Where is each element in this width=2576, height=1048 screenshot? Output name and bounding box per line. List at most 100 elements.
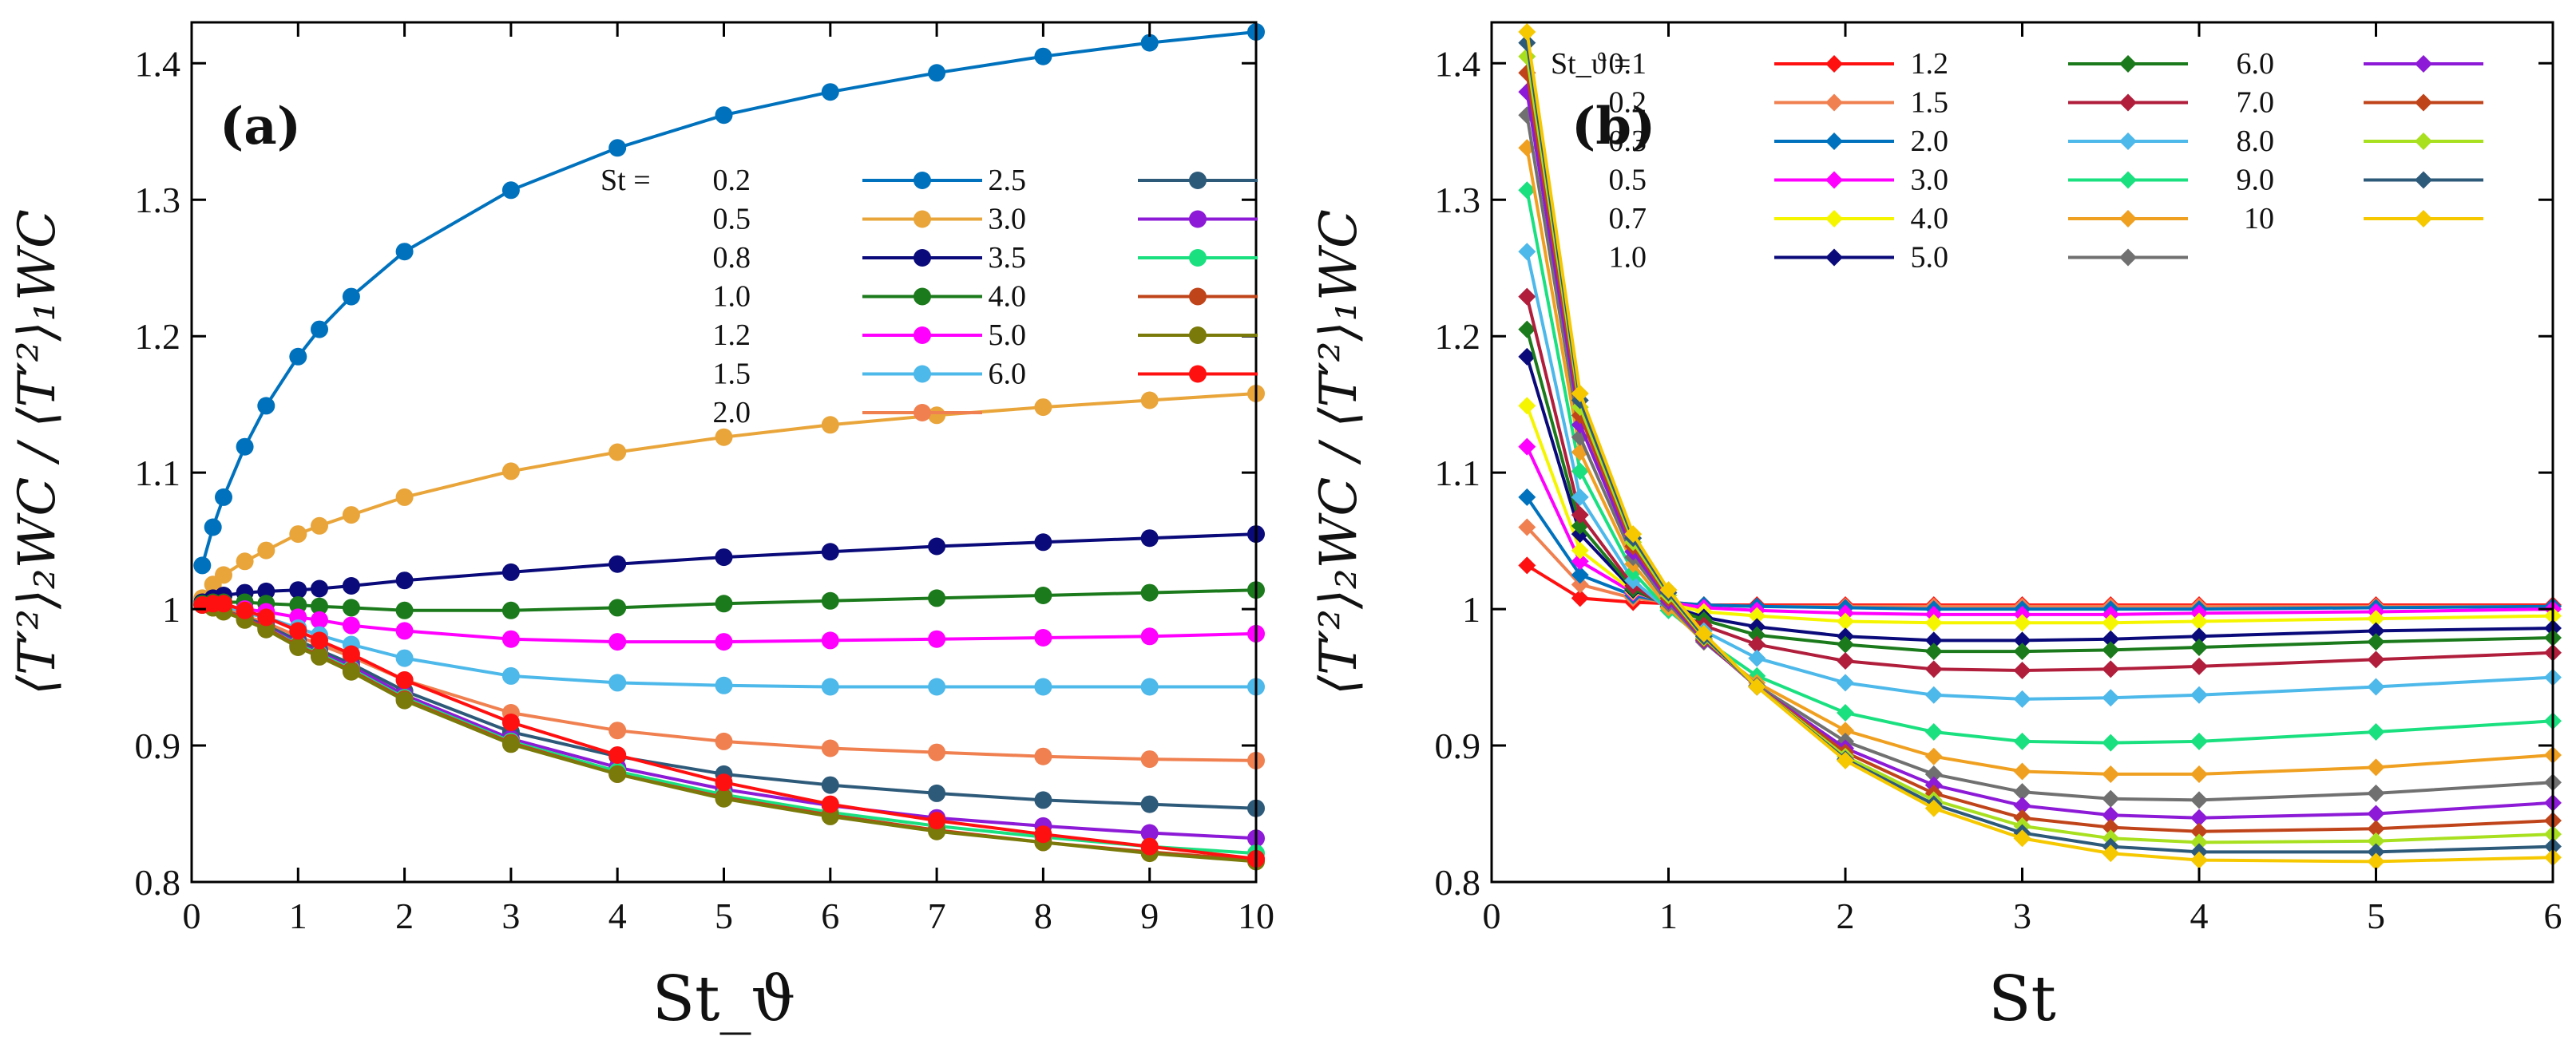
data-point	[928, 64, 946, 82]
legend-item: 10	[2244, 202, 2483, 235]
data-point	[1571, 384, 1589, 402]
data-point	[236, 552, 254, 571]
legend-label: 7.0	[2237, 86, 2275, 120]
data-point	[1518, 181, 1536, 200]
legend-item: 0.2	[1609, 86, 1894, 120]
data-point	[257, 608, 275, 627]
data-point	[2367, 622, 2385, 640]
series-b-1.5	[1518, 287, 2562, 680]
data-point	[501, 630, 520, 648]
data-point	[1748, 626, 1766, 644]
legend-label: 1.5	[713, 358, 751, 391]
legend-label: 0.2	[713, 164, 751, 197]
data-point	[1924, 631, 1943, 650]
data-point	[608, 633, 627, 651]
x-tick-label: 5	[715, 896, 733, 936]
data-point	[289, 581, 307, 599]
y-tick-label: 1.4	[1435, 43, 1481, 84]
data-point	[257, 620, 275, 639]
series-b-6.0	[1518, 83, 2562, 827]
y-tick-label: 1.2	[1435, 316, 1481, 357]
data-point	[1924, 660, 1943, 678]
legend-label: 0.5	[713, 203, 751, 236]
data-point	[2367, 820, 2385, 838]
data-point	[2367, 633, 2385, 651]
data-point	[928, 743, 946, 761]
legend: St_ϑ =0.1 0.2 0.3 0.5 0.7 1.0 1.2 1.5 2.0 3.0 4.0 5…	[1551, 47, 2483, 275]
data-point	[1924, 643, 1943, 661]
data-point	[257, 397, 275, 415]
legend-label: 2.0	[1911, 125, 1949, 158]
x-axis-label: St	[1988, 963, 2056, 1035]
data-point	[1034, 747, 1052, 765]
tick-marks	[190, 22, 1258, 884]
legend-label: 1.0	[713, 280, 751, 314]
data-point	[1837, 635, 1854, 654]
plot-frame	[190, 21, 1258, 884]
data-point	[821, 776, 839, 794]
data-point	[395, 671, 414, 689]
legend-title: St =	[600, 164, 651, 197]
legend-item: 5.0	[989, 318, 1258, 352]
y-tick-label: 0.8	[135, 862, 181, 903]
legend-marker	[1189, 287, 1207, 306]
legend-item: 1.5	[1911, 86, 2188, 120]
legend-item: 2.0	[713, 396, 982, 429]
legend-marker	[2415, 210, 2432, 227]
data-point	[1034, 533, 1052, 552]
data-point	[501, 714, 520, 731]
data-point	[2190, 809, 2208, 827]
data-point	[2367, 722, 2385, 741]
tick-marks	[1490, 22, 2554, 884]
y-tick-label: 0.9	[135, 726, 181, 766]
panel-label: (a)	[220, 97, 301, 156]
x-tick-label: 5	[2367, 896, 2385, 936]
data-point	[2013, 732, 2031, 750]
series-line	[1525, 91, 2554, 820]
data-point	[1571, 552, 1589, 571]
data-point	[821, 543, 839, 561]
legend-label: 10	[2244, 202, 2274, 235]
legend-marker	[2119, 132, 2137, 150]
data-point	[215, 566, 232, 584]
legend-item: 8.0	[2237, 125, 2483, 158]
legend-marker	[1825, 248, 1843, 267]
data-point	[821, 807, 839, 825]
data-point	[289, 622, 307, 640]
data-point	[928, 678, 946, 696]
data-point	[257, 582, 275, 600]
data-point	[608, 765, 627, 783]
legend-label: 4.0	[989, 280, 1027, 314]
series-b-10	[1518, 22, 2562, 871]
legend-label: 0.2	[1609, 86, 1647, 120]
legend-marker	[1189, 365, 1207, 383]
legend-marker	[1189, 210, 1207, 228]
legend-item: 0.5	[1609, 164, 1894, 197]
data-point	[395, 649, 414, 667]
data-point	[236, 437, 254, 456]
legend-marker	[2415, 132, 2432, 150]
data-point	[1140, 391, 1159, 409]
data-point	[257, 541, 275, 560]
data-point	[342, 599, 360, 617]
legend-item: 0.7	[1609, 202, 1894, 235]
data-point	[928, 589, 946, 607]
data-point	[395, 488, 414, 506]
legend-marker	[2119, 210, 2137, 227]
legend-marker	[1189, 172, 1207, 189]
series-a-0.2	[193, 23, 1265, 575]
data-point	[395, 691, 414, 710]
y-tick-label: 1	[162, 589, 180, 630]
legend-item: 0.3	[1609, 125, 1894, 158]
data-point	[1571, 488, 1589, 506]
x-tick-label: 6	[2544, 896, 2562, 936]
legend-marker	[913, 326, 931, 344]
series-line	[201, 532, 1257, 604]
data-point	[715, 732, 733, 750]
legend-item: 3.5	[989, 241, 1258, 275]
data-point	[311, 597, 328, 615]
data-point	[2367, 610, 2385, 628]
data-point	[2367, 784, 2385, 802]
data-point	[821, 795, 839, 813]
data-point	[608, 674, 627, 692]
